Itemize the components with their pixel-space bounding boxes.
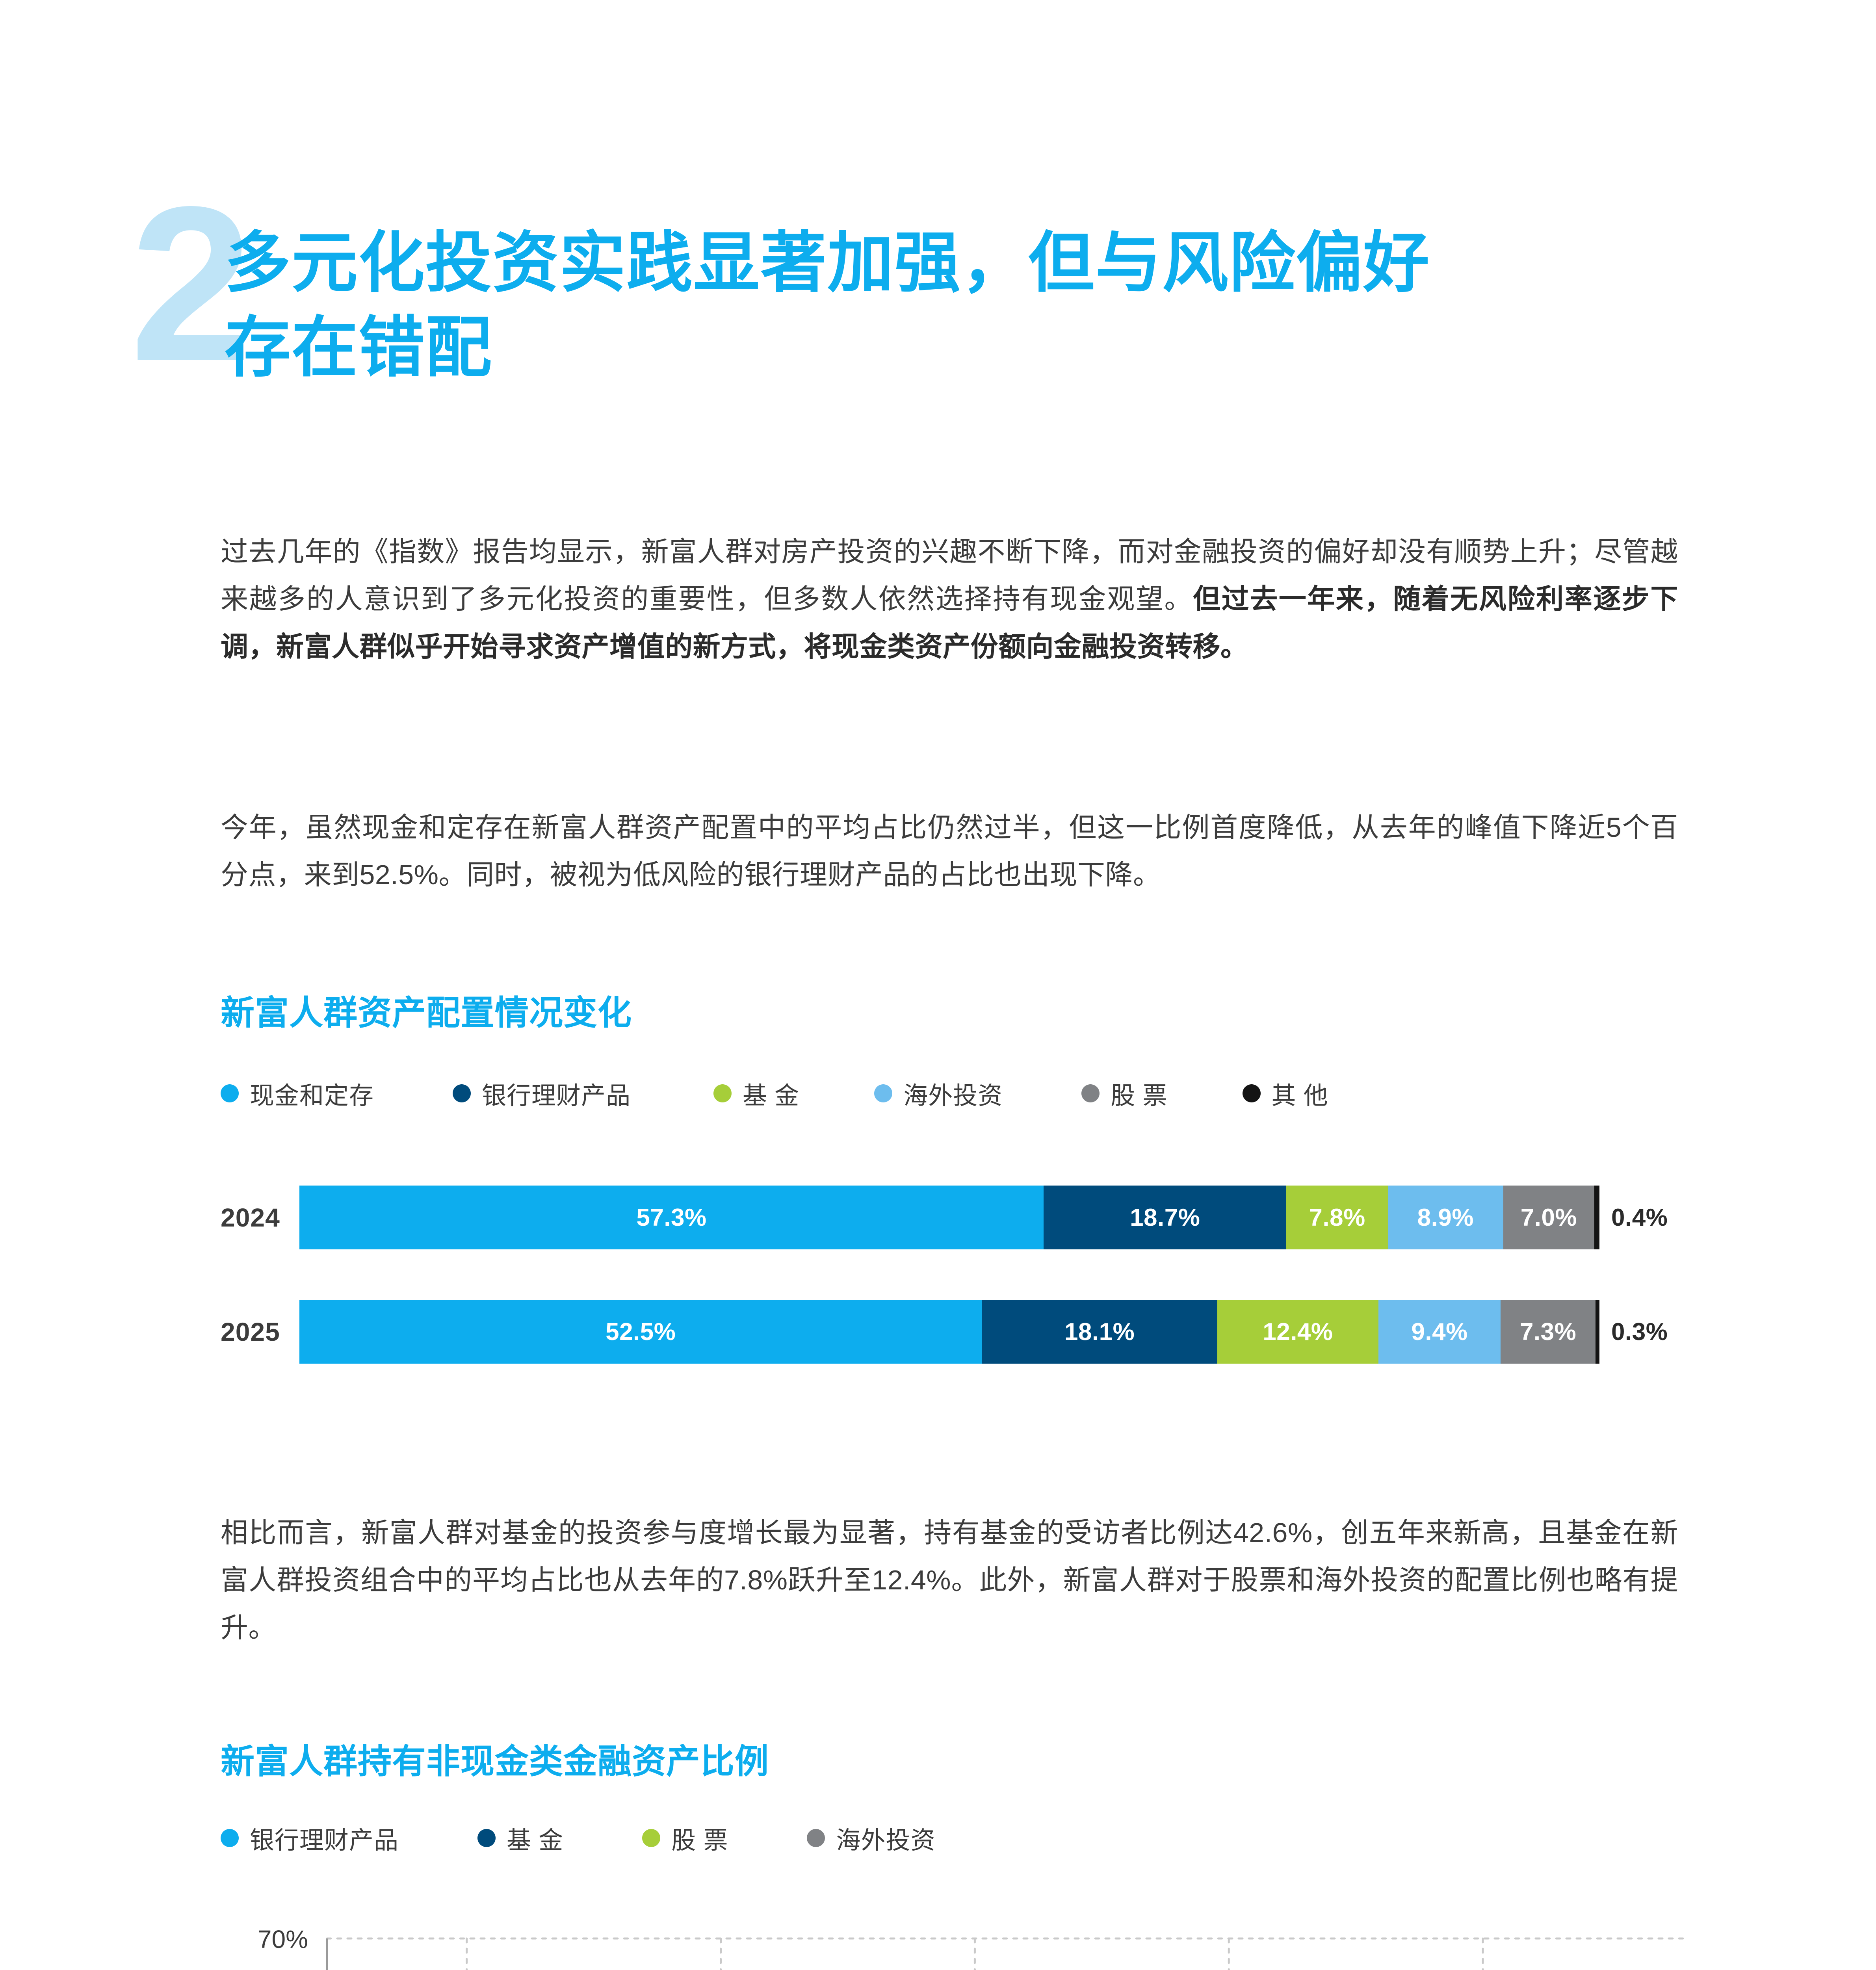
legend-color-dot-icon: [642, 1829, 661, 1847]
paragraph-3: 相比而言，新富人群对基金的投资参与度增长最为显著，持有基金的受访者比例达42.6…: [221, 1517, 1678, 1643]
stacked-bar-segment: [1594, 1186, 1599, 1249]
section-heading-text: 多元化投资实践显著加强，但与风险偏好 存在错配: [225, 221, 1722, 390]
legend-item: 银行理财产品: [453, 1076, 631, 1111]
legend-item: 其 他: [1242, 1076, 1328, 1111]
paragraph-1: 过去几年的《指数》报告均显示，新富人群对房产投资的兴趣不断下降，而对金融投资的偏…: [221, 528, 1678, 670]
stacked-bar-segment: [1596, 1300, 1599, 1364]
legend-item-label: 股 票: [1111, 1082, 1168, 1110]
legend-item-label: 银行理财产品: [482, 1082, 631, 1110]
legend-color-dot-icon: [221, 1829, 239, 1847]
chart-2-line-chart: 70%60%50%40%30%20%10%2021202220232024202…: [213, 1923, 1741, 1970]
stacked-bar-segment: 7.3%: [1501, 1300, 1596, 1364]
stacked-bar-track: 52.5% 18.1% 12.4% 9.4% 7.3%: [299, 1300, 1599, 1364]
stacked-bar-segment: 18.1%: [982, 1300, 1217, 1364]
legend-color-dot-icon: [874, 1084, 893, 1102]
legend-item: 海外投资: [807, 1820, 935, 1856]
paragraph-1-bold: 但过去一年来，随着无风险利率逐步下调，新富人群似乎开始寻求资产增值的新方式，将现…: [221, 584, 1679, 662]
stacked-bar-row: 2025 52.5% 18.1% 12.4% 9.4% 7.3% 0.3%: [221, 1296, 1702, 1367]
chart-1-stacked-bar: 2024 57.3% 18.7% 7.8% 8.9% 7.0% 0.4% 2025 52.5% 1…: [221, 1166, 1702, 1450]
legend-item: 股 票: [1081, 1076, 1167, 1111]
legend-item-label: 海外投资: [903, 1082, 1003, 1110]
heading-line-2: 存在错配: [225, 310, 492, 385]
stacked-bar-segment: 8.9%: [1387, 1186, 1504, 1249]
bar-row-year-label: 2024: [221, 1203, 280, 1232]
legend-color-dot-icon: [221, 1084, 239, 1102]
legend-color-dot-icon: [807, 1829, 825, 1847]
line-chart-svg: 70%60%50%40%30%20%10%2021202220232024202…: [258, 1925, 1687, 1970]
bar-row-year-label: 2025: [221, 1317, 280, 1346]
stacked-bar-segment: 7.8%: [1286, 1186, 1388, 1249]
stacked-bar-segment: 9.4%: [1378, 1300, 1501, 1364]
legend-color-dot-icon: [713, 1084, 732, 1102]
chart-1-legend: 现金和定存 银行理财产品 基 金 海外投资 股 票 其 他: [221, 1076, 1328, 1111]
legend-color-dot-icon: [1081, 1084, 1100, 1102]
chart-2-legend: 银行理财产品 基 金 股 票 海外投资: [221, 1820, 936, 1856]
chart-2-title: 新富人群持有非现金类金融资产比例: [221, 1743, 769, 1780]
legend-item-label: 现金和定存: [250, 1082, 374, 1110]
legend-item: 基 金: [713, 1076, 799, 1111]
legend-item: 现金和定存: [221, 1076, 374, 1111]
legend-item: 海外投资: [874, 1076, 1003, 1111]
stacked-bar-row: 2024 57.3% 18.7% 7.8% 8.9% 7.0% 0.4%: [221, 1182, 1702, 1253]
chart-1-title: 新富人群资产配置情况变化: [221, 994, 632, 1032]
stacked-bar-outside-label: 0.4%: [1611, 1204, 1668, 1231]
legend-item: 银行理财产品: [221, 1820, 399, 1856]
stacked-bar-outside-label: 0.3%: [1611, 1318, 1668, 1346]
heading-line-1: 多元化投资实践显著加强，但与风险偏好: [225, 226, 1430, 300]
stacked-bar-segment: 52.5%: [299, 1300, 982, 1364]
legend-item-label: 股 票: [671, 1827, 728, 1854]
stacked-bar-segment: 18.7%: [1044, 1186, 1287, 1249]
legend-item: 基 金: [477, 1820, 563, 1856]
section-heading: 2 多元化投资实践显著加强，但与风险偏好 存在错配: [130, 173, 1745, 426]
legend-item-label: 基 金: [743, 1082, 800, 1110]
y-axis-tick-label: 70%: [258, 1925, 308, 1953]
stacked-bar-segment: 12.4%: [1217, 1300, 1378, 1364]
section-number: 2: [130, 160, 253, 407]
legend-item-label: 银行理财产品: [250, 1827, 399, 1854]
legend-color-dot-icon: [453, 1084, 471, 1102]
stacked-bar-segment: 7.0%: [1503, 1186, 1594, 1249]
legend-item: 股 票: [642, 1820, 728, 1856]
stacked-bar-track: 57.3% 18.7% 7.8% 8.9% 7.0%: [299, 1186, 1599, 1249]
paragraph-1-normal: 过去几年的《指数》报告均显示，新富人群对房产投资的兴趣不断下降，而对金融投资的偏…: [221, 536, 1678, 615]
legend-item-label: 海外投资: [836, 1827, 936, 1854]
stacked-bar-segment: 57.3%: [299, 1186, 1044, 1249]
legend-color-dot-icon: [1242, 1084, 1261, 1102]
paragraph-2: 今年，虽然现金和定存在新富人群资产配置中的平均占比仍然过半，但这一比例首度降低，…: [221, 812, 1678, 890]
legend-color-dot-icon: [477, 1829, 496, 1847]
legend-item-label: 其 他: [1271, 1082, 1328, 1110]
legend-item-label: 基 金: [507, 1827, 564, 1854]
